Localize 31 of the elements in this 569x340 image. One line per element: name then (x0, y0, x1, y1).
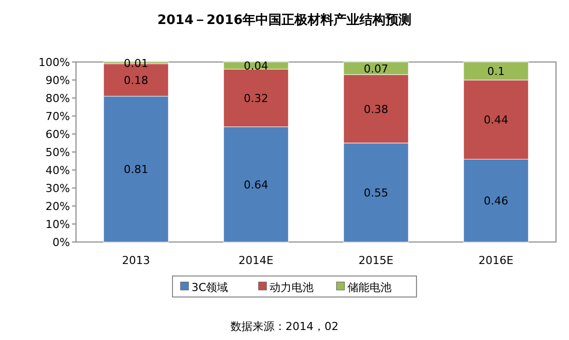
y-tick-label: 30% (46, 182, 70, 195)
y-tick-label: 100% (38, 56, 70, 69)
legend-label: 储能电池 (348, 281, 392, 294)
data-label: 0.64 (244, 178, 268, 192)
y-tick-label: 40% (46, 164, 70, 177)
y-tick-label: 80% (46, 92, 70, 105)
data-label: 0.55 (364, 186, 388, 200)
data-label: 0.32 (244, 92, 268, 105)
y-tick-label: 0% (52, 236, 70, 249)
legend-label: 动力电池 (270, 281, 314, 294)
data-label: 0.46 (484, 194, 508, 208)
chart-title: 2014－2016年中国正极材料产业结构预测 (157, 12, 412, 28)
source-note: 数据来源：2014，02 (230, 320, 338, 333)
data-label: 0.01 (124, 56, 148, 70)
y-tick-label: 10% (46, 218, 70, 231)
x-tick-label: 2015E (358, 254, 394, 267)
data-label: 0.44 (484, 114, 508, 127)
data-label: 0.38 (364, 102, 388, 116)
y-tick-label: 20% (46, 200, 70, 213)
data-label: 0.1 (487, 65, 505, 78)
x-tick-label: 2013 (122, 254, 150, 267)
data-label: 0.18 (124, 74, 148, 87)
x-tick-label: 2016E (478, 254, 514, 267)
y-tick-label: 70% (46, 110, 70, 123)
x-tick-label: 2014E (238, 254, 274, 267)
y-tick-label: 60% (46, 128, 70, 141)
y-tick-label: 90% (46, 74, 70, 87)
data-label: 0.81 (124, 163, 148, 176)
data-label: 0.07 (364, 62, 388, 76)
legend-label: 3C领域 (192, 281, 228, 294)
y-tick-label: 50% (46, 146, 70, 159)
